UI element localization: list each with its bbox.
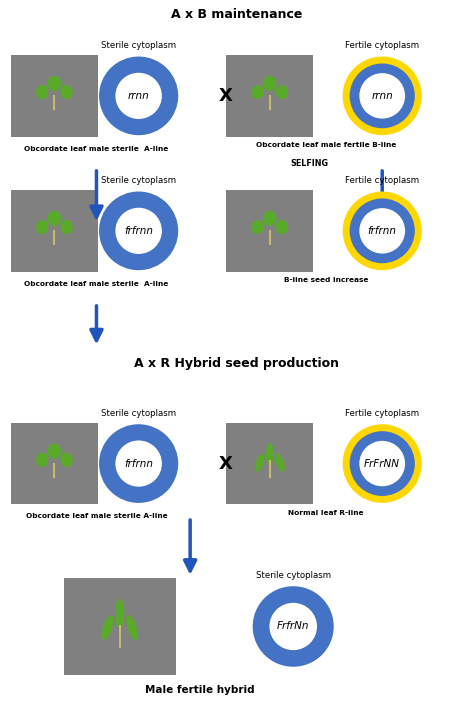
Ellipse shape [100, 425, 177, 502]
Ellipse shape [48, 212, 60, 225]
Ellipse shape [48, 76, 60, 90]
Text: Fertile cytoplasm: Fertile cytoplasm [345, 176, 419, 185]
Text: frfrnn: frfrnn [124, 459, 153, 469]
Ellipse shape [276, 220, 288, 233]
Text: frfrnn: frfrnn [124, 226, 153, 236]
Text: Obcordate leaf male sterile  A-line: Obcordate leaf male sterile A-line [24, 281, 169, 286]
Text: Sterile cytoplasm: Sterile cytoplasm [101, 176, 176, 185]
Text: Fertile cytoplasm: Fertile cytoplasm [345, 409, 419, 418]
Text: rrnn: rrnn [128, 91, 149, 101]
Ellipse shape [360, 441, 404, 486]
Text: B-line seed increase: B-line seed increase [284, 278, 368, 284]
Ellipse shape [116, 73, 161, 119]
Ellipse shape [276, 454, 284, 471]
Ellipse shape [270, 603, 316, 649]
Ellipse shape [276, 86, 288, 99]
Ellipse shape [102, 616, 113, 639]
Ellipse shape [61, 86, 72, 99]
Text: X: X [219, 87, 232, 105]
Ellipse shape [343, 425, 421, 502]
Ellipse shape [116, 209, 161, 253]
Text: Obcordate leaf male fertile B-line: Obcordate leaf male fertile B-line [256, 142, 396, 148]
Text: Sterile cytoplasm: Sterile cytoplasm [255, 571, 331, 580]
Text: Obcordate leaf male sterile A-line: Obcordate leaf male sterile A-line [26, 513, 167, 519]
Ellipse shape [36, 86, 48, 99]
Ellipse shape [48, 444, 60, 458]
Text: Fertile cytoplasm: Fertile cytoplasm [345, 41, 419, 50]
Bar [227, 55, 313, 137]
Text: Normal leaf R-line: Normal leaf R-line [288, 510, 364, 516]
Ellipse shape [264, 76, 276, 90]
Ellipse shape [255, 454, 264, 471]
Ellipse shape [350, 432, 414, 495]
Bar [64, 578, 176, 675]
Text: frfrnn: frfrnn [368, 226, 397, 236]
Ellipse shape [350, 64, 414, 127]
Ellipse shape [127, 616, 137, 639]
Text: A x B maintenance: A x B maintenance [171, 8, 303, 21]
Ellipse shape [61, 454, 72, 466]
Ellipse shape [360, 209, 404, 253]
Bar [227, 190, 313, 272]
Ellipse shape [116, 600, 124, 627]
Text: Male fertile hybrid: Male fertile hybrid [145, 685, 255, 695]
Ellipse shape [350, 199, 414, 262]
Ellipse shape [252, 86, 263, 99]
Ellipse shape [343, 192, 421, 270]
Text: X: X [219, 454, 232, 473]
Ellipse shape [343, 57, 421, 134]
Ellipse shape [360, 74, 404, 118]
Ellipse shape [254, 587, 333, 666]
Text: rrnn: rrnn [371, 91, 393, 101]
Bar [11, 55, 98, 137]
Text: SELFING: SELFING [291, 158, 328, 168]
Bar [11, 423, 98, 505]
Bar [227, 423, 313, 505]
Ellipse shape [266, 443, 273, 465]
Ellipse shape [100, 57, 177, 134]
Ellipse shape [264, 212, 276, 225]
Text: Obcordate leaf male sterile  A-line: Obcordate leaf male sterile A-line [24, 145, 169, 152]
Ellipse shape [36, 220, 48, 233]
Text: A x R Hybrid seed production: A x R Hybrid seed production [135, 357, 339, 370]
Text: Sterile cytoplasm: Sterile cytoplasm [101, 409, 176, 418]
Text: Sterile cytoplasm: Sterile cytoplasm [101, 41, 176, 50]
Text: FrfrNn: FrfrNn [277, 622, 310, 632]
Ellipse shape [116, 441, 161, 486]
Ellipse shape [252, 220, 263, 233]
Text: FrFrNN: FrFrNN [364, 459, 400, 469]
Ellipse shape [61, 220, 72, 233]
Ellipse shape [36, 454, 48, 466]
Ellipse shape [100, 192, 177, 270]
Bar [11, 190, 98, 272]
